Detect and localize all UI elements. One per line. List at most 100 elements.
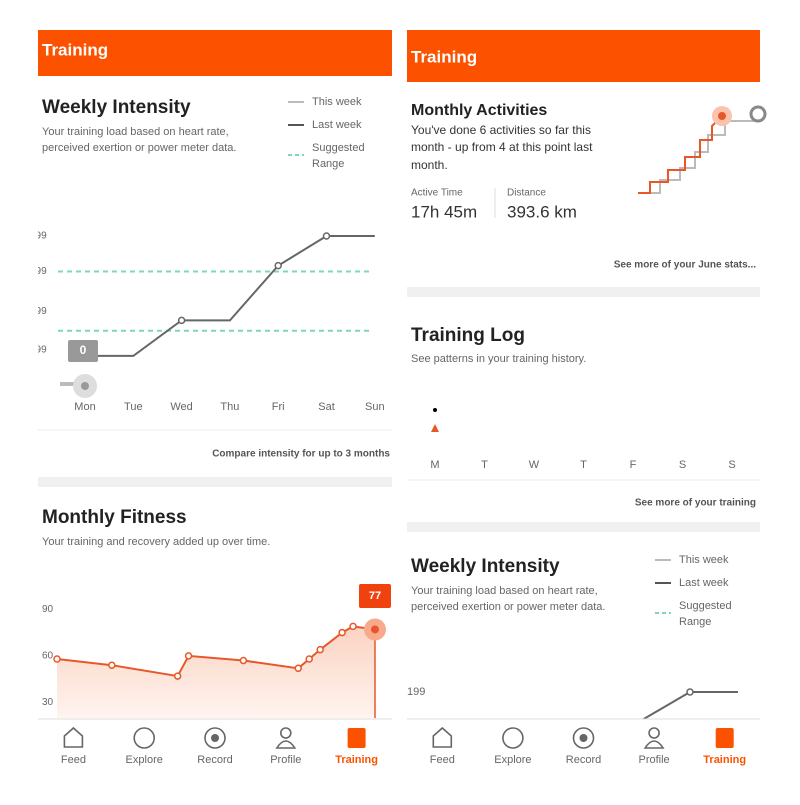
nav-icon[interactable] xyxy=(204,727,226,749)
header-bar xyxy=(38,30,392,76)
point xyxy=(53,655,61,663)
y-tick-label: 299 xyxy=(30,345,47,356)
nav-icon[interactable] xyxy=(715,728,734,748)
line xyxy=(641,691,738,721)
subtitle: perceived exertion or power meter data. xyxy=(42,142,236,154)
left-screen: Training Weekly Intensity Your training … xyxy=(30,30,392,718)
nav-icon[interactable] xyxy=(572,727,595,749)
day-label: M xyxy=(430,459,439,471)
x-tick-label: Sat xyxy=(318,401,335,413)
legend: This week xyxy=(679,554,729,566)
legend: This week xyxy=(312,96,362,108)
nav-label[interactable]: Training xyxy=(703,754,746,766)
header-bar xyxy=(407,30,760,82)
title: Monthly Activities xyxy=(411,102,547,119)
point xyxy=(305,655,313,663)
nav-label[interactable]: Feed xyxy=(430,754,455,766)
nav-label[interactable]: Training xyxy=(335,754,378,766)
x-tick-label: Sun xyxy=(365,401,385,413)
tooltip xyxy=(68,340,98,362)
legend: Range xyxy=(312,158,344,170)
day-label: T xyxy=(580,459,587,471)
point xyxy=(294,664,302,673)
y-tick-label: 199 xyxy=(407,686,425,698)
nav-icon[interactable] xyxy=(275,740,297,749)
marker xyxy=(371,625,379,634)
point xyxy=(686,688,694,696)
point xyxy=(316,645,324,654)
nav-label[interactable]: Record xyxy=(566,754,601,766)
legend: Range xyxy=(679,616,711,628)
y-tick-label: 30 xyxy=(42,697,54,708)
day-label: S xyxy=(728,459,735,471)
y-tick-label: 399 xyxy=(30,266,47,277)
value-label: 77 xyxy=(369,590,381,602)
stat-value: 393.6 km xyxy=(507,202,577,221)
point xyxy=(177,316,186,325)
day-label: S xyxy=(679,459,686,471)
x-tick-label: Mon xyxy=(74,401,95,413)
text: month - up from 4 at this point last xyxy=(411,140,593,154)
nav-label[interactable]: Explore xyxy=(494,754,531,766)
point xyxy=(322,232,331,240)
stat-value: 17h 45m xyxy=(411,202,477,221)
sparkline xyxy=(638,115,723,194)
nav-icon[interactable] xyxy=(133,727,155,749)
y-tick-label: 199 xyxy=(30,231,47,242)
nav-icon[interactable] xyxy=(432,726,453,748)
nav-icon[interactable] xyxy=(279,727,292,739)
point xyxy=(184,652,193,660)
day-label: W xyxy=(529,459,540,471)
nav-label[interactable]: Explore xyxy=(126,754,163,766)
legend: Suggested xyxy=(312,142,365,154)
nav-icon-dot xyxy=(579,734,588,742)
subtitle: Your training load based on heart rate, xyxy=(411,585,598,597)
link[interactable]: Compare intensity for up to 3 months xyxy=(212,449,390,460)
legend: Suggested xyxy=(679,600,732,612)
legend: Last week xyxy=(312,119,362,131)
nav-label[interactable]: Feed xyxy=(61,754,86,766)
nav-icon[interactable] xyxy=(347,728,366,748)
text: You've done 6 activities so far this xyxy=(411,123,591,137)
x-tick-label: Fri xyxy=(272,401,285,413)
area xyxy=(57,626,375,718)
point xyxy=(173,672,182,680)
nav-icon[interactable] xyxy=(643,740,665,749)
point xyxy=(108,661,116,669)
title: Weekly Intensity xyxy=(42,97,191,118)
nav-bars: Feed Explore Record Profile Training Feed Expl… xyxy=(38,718,760,777)
weekly-chart: 199 399 599 299 Mon Tue Wed Thu Fri Sat Sun 0 xyxy=(30,231,385,413)
nav-icon[interactable] xyxy=(502,727,524,749)
point xyxy=(239,656,248,665)
day-label: F xyxy=(630,459,637,471)
nav-label[interactable]: Profile xyxy=(639,754,670,766)
header: Training xyxy=(42,40,108,59)
stat-label: Active Time xyxy=(411,188,463,199)
marker xyxy=(749,105,767,123)
dot xyxy=(433,408,437,412)
value-label: 0 xyxy=(80,343,87,357)
point xyxy=(338,628,346,637)
nav-icon[interactable] xyxy=(63,726,84,748)
y-tick-label: 90 xyxy=(42,604,54,615)
fitness-chart: 90 60 30 77 xyxy=(42,584,391,718)
tooltip xyxy=(359,584,391,608)
title: Training Log xyxy=(411,325,525,346)
triangle xyxy=(431,424,439,432)
subtitle: See patterns in your training history. xyxy=(411,353,586,365)
nav-icon-dot xyxy=(211,734,219,742)
link[interactable]: See more of your June stats... xyxy=(614,260,756,271)
separator xyxy=(38,477,392,487)
nav-label[interactable]: Record xyxy=(197,754,232,766)
x-tick-label: Tue xyxy=(124,401,143,413)
subtitle: Your training and recovery added up over… xyxy=(42,536,270,548)
right-screen: Training Monthly Activities You've done … xyxy=(407,30,767,721)
stat-label: Distance xyxy=(507,188,546,199)
nav-icon[interactable] xyxy=(648,727,660,739)
link[interactable]: See more of your training xyxy=(635,498,756,509)
nav-label[interactable]: Profile xyxy=(270,754,301,766)
marker xyxy=(81,382,89,390)
separator xyxy=(407,287,760,297)
